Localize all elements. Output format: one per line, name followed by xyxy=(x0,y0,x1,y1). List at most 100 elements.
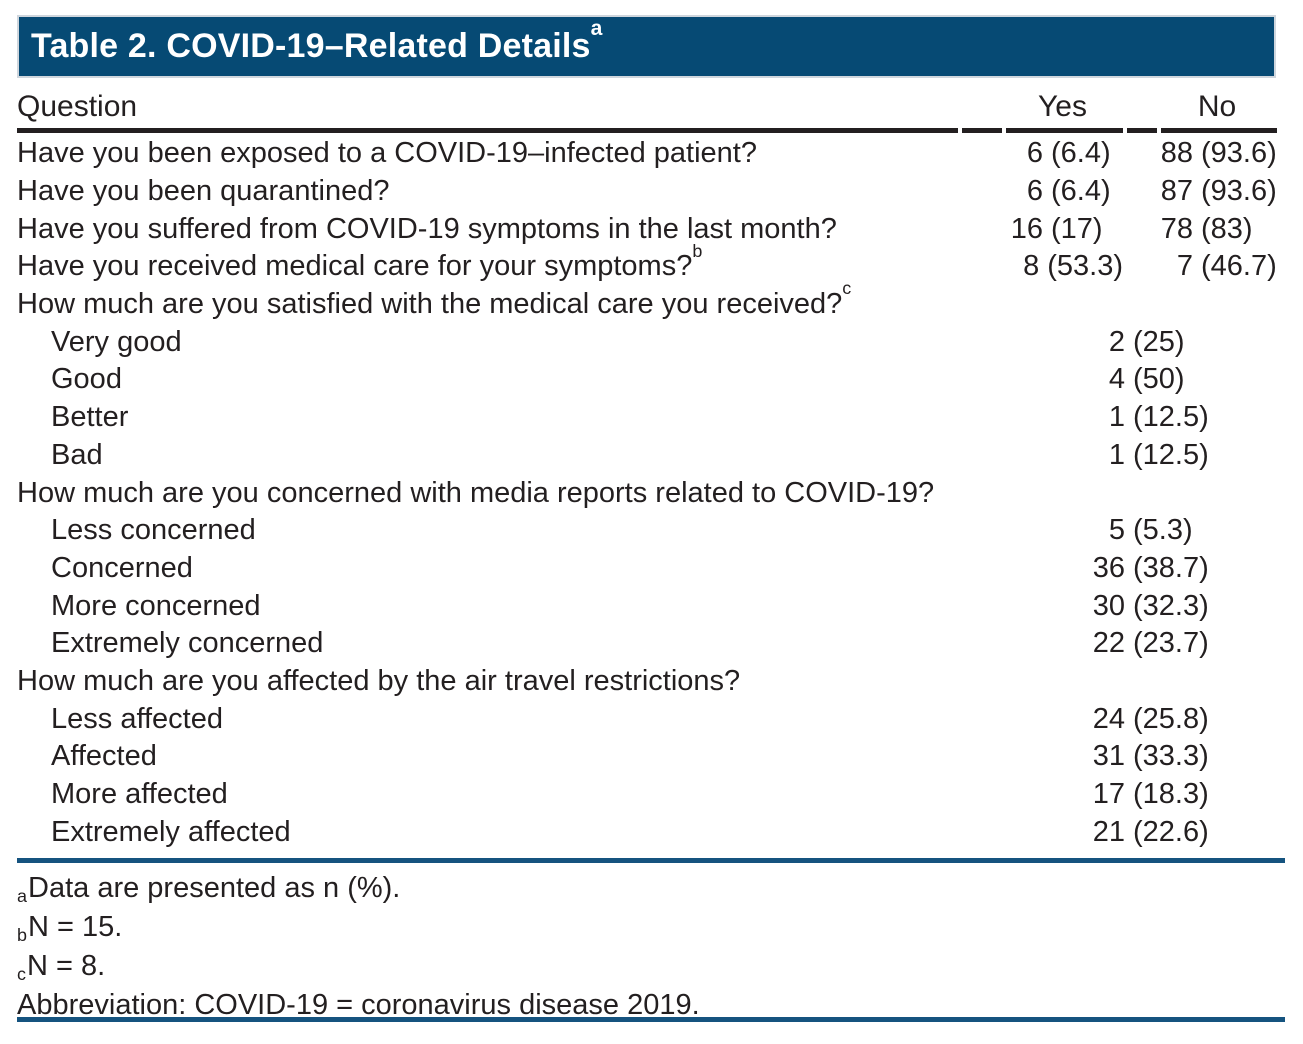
category-value: 22 (23.7) xyxy=(1002,629,1277,658)
category-label-cell: Less affected xyxy=(17,704,1002,734)
footnote-text: Abbreviation: COVID-19 = coronavirus dis… xyxy=(17,989,700,1021)
category-value: 1 (12.5) xyxy=(1002,403,1277,432)
category-label-cell: Extremely affected xyxy=(17,815,1002,848)
category-value-percent: (12.5) xyxy=(1133,401,1209,434)
category-value-percent: (25) xyxy=(1133,325,1185,358)
no-value-percent: (93.6) xyxy=(1201,137,1277,170)
footnote-divider-rule xyxy=(17,858,1285,863)
header-rule-segment xyxy=(962,128,1002,133)
footnote-text: N = 15. xyxy=(28,911,123,943)
category-value-count: 1 xyxy=(1108,401,1125,434)
category-label-cell-text: Concerned xyxy=(51,551,193,584)
category-value: 24 (25.8) xyxy=(1002,702,1277,735)
category-value: 5 (5.3) xyxy=(1002,516,1277,545)
table-row: Very good 2 (25) xyxy=(17,323,1277,361)
yes-value-count: 16 xyxy=(1010,212,1043,245)
category-value-percent: (18.3) xyxy=(1133,778,1209,811)
category-value-count: 4 xyxy=(1108,363,1125,396)
footnotes: a Data are presented as n (%). b N = 15. c N … xyxy=(17,866,700,1022)
category-value-count: 30 xyxy=(1092,589,1125,622)
category-label-cell-text: Good xyxy=(51,363,122,396)
category-value-count: 22 xyxy=(1092,627,1125,660)
yes-value-percent: (6.4) xyxy=(1051,137,1111,170)
table-row: Bad 1 (12.5) xyxy=(17,437,1277,475)
table-row: Extremely affected 21 (22.6) xyxy=(17,813,1277,851)
yes-value: 6 (6.4) xyxy=(1002,139,1123,168)
table-body: Have you been exposed to a COVID-19–infe… xyxy=(17,135,1277,851)
category-label-cell-text: Extremely affected xyxy=(51,815,291,848)
category-value: 31 (33.3) xyxy=(1002,742,1277,771)
category-label-cell: Good xyxy=(17,365,1002,394)
header-rule-segment xyxy=(1127,128,1157,133)
question-cell-text: Have you been exposed to a COVID-19–infe… xyxy=(17,137,757,170)
no-value: 78 (83) xyxy=(1157,212,1277,245)
no-value-count: 87 xyxy=(1160,175,1193,208)
no-value-count: 88 xyxy=(1160,137,1193,170)
section-question-cell-text: How much are you concerned with media re… xyxy=(17,476,935,509)
yes-value: 8 (53.3) xyxy=(1002,252,1123,281)
table-row: Have you been exposed to a COVID-19–infe… xyxy=(17,135,1277,173)
category-value-count: 5 xyxy=(1108,514,1125,547)
yes-value-count: 6 xyxy=(1026,137,1043,170)
table-row: How much are you affected by the air tra… xyxy=(17,663,1277,701)
footnote-text: N = 8. xyxy=(26,950,106,982)
category-value-count: 2 xyxy=(1108,325,1125,358)
footnote-text: Data are presented as n (%). xyxy=(28,872,401,904)
section-question-cell: How much are you satisfied with the medi… xyxy=(17,279,1277,319)
category-value-percent: (12.5) xyxy=(1133,438,1209,471)
yes-value-percent: (6.4) xyxy=(1051,175,1111,208)
category-value-percent: (50) xyxy=(1133,363,1185,396)
category-value: 1 (12.5) xyxy=(1002,438,1277,471)
table-row: Less affected 24 (25.8) xyxy=(17,700,1277,738)
category-value-count: 24 xyxy=(1092,702,1125,735)
question-cell-text: Have you received medical care for your … xyxy=(17,250,693,283)
category-label-cell: More concerned xyxy=(17,591,1002,621)
question-cell: Have you been exposed to a COVID-19–infe… xyxy=(17,139,1002,168)
table-row: Have you suffered from COVID-19 symptoms… xyxy=(17,210,1277,248)
category-value-percent: (32.3) xyxy=(1133,589,1209,622)
question-cell-footnote-marker: b xyxy=(692,240,703,261)
header-rule-segment xyxy=(1006,128,1123,133)
category-label-cell-text: Better xyxy=(51,401,129,434)
no-value: 87 (93.6) xyxy=(1157,177,1277,206)
section-question-cell-footnote-marker: c xyxy=(842,278,852,299)
column-header-question: Question xyxy=(17,90,138,123)
table-title-footnote-marker: a xyxy=(590,17,603,41)
table-row: Good 4 (50) xyxy=(17,361,1277,399)
category-value-count: 1 xyxy=(1108,438,1125,471)
yes-value-percent: (17) xyxy=(1051,212,1103,245)
column-header-row: Question Yes No xyxy=(17,85,1277,128)
table-row: How much are you satisfied with the medi… xyxy=(17,279,1277,324)
footnote-line: a Data are presented as n (%). xyxy=(17,872,401,907)
category-value-percent: (38.7) xyxy=(1133,551,1209,584)
category-label-cell: Extremely concerned xyxy=(17,629,1002,658)
category-label-cell-text: Extremely concerned xyxy=(51,627,324,660)
category-value: 4 (50) xyxy=(1002,365,1277,394)
category-label-cell: Less concerned xyxy=(17,516,1002,545)
no-value-percent: (83) xyxy=(1201,212,1253,245)
category-value: 36 (38.7) xyxy=(1002,551,1277,584)
category-label-cell: Better xyxy=(17,403,1002,432)
no-value-count: 7 xyxy=(1176,250,1193,283)
table-row: Have you been quarantined? 6 (6.4) 87 (93.6) xyxy=(17,173,1277,211)
table-row: More concerned 30 (32.3) xyxy=(17,587,1277,625)
data-table: Question Yes No Have you been exposed to… xyxy=(17,85,1277,851)
category-label-cell: Bad xyxy=(17,440,1002,470)
category-label-cell-text: More affected xyxy=(51,778,228,811)
table-row: Concerned 36 (38.7) xyxy=(17,550,1277,588)
category-value: 21 (22.6) xyxy=(1002,817,1277,847)
column-header-yes: Yes xyxy=(1038,90,1087,123)
column-header-no: No xyxy=(1197,90,1237,123)
table-title: Table 2. COVID-19–Related Detailsa xyxy=(19,18,603,66)
footnote-line: Abbreviation: COVID-19 = coronavirus dis… xyxy=(17,983,700,1022)
header-rule-segment xyxy=(17,128,958,133)
table-row: Have you received medical care for your … xyxy=(17,242,1277,286)
category-label-cell: More affected xyxy=(17,780,1002,809)
category-label-cell: Concerned xyxy=(17,551,1002,584)
category-label-cell-text: Less concerned xyxy=(51,514,256,547)
table-title-text: Table 2. COVID-19–Related Details xyxy=(31,27,591,65)
category-value: 2 (25) xyxy=(1002,325,1277,358)
